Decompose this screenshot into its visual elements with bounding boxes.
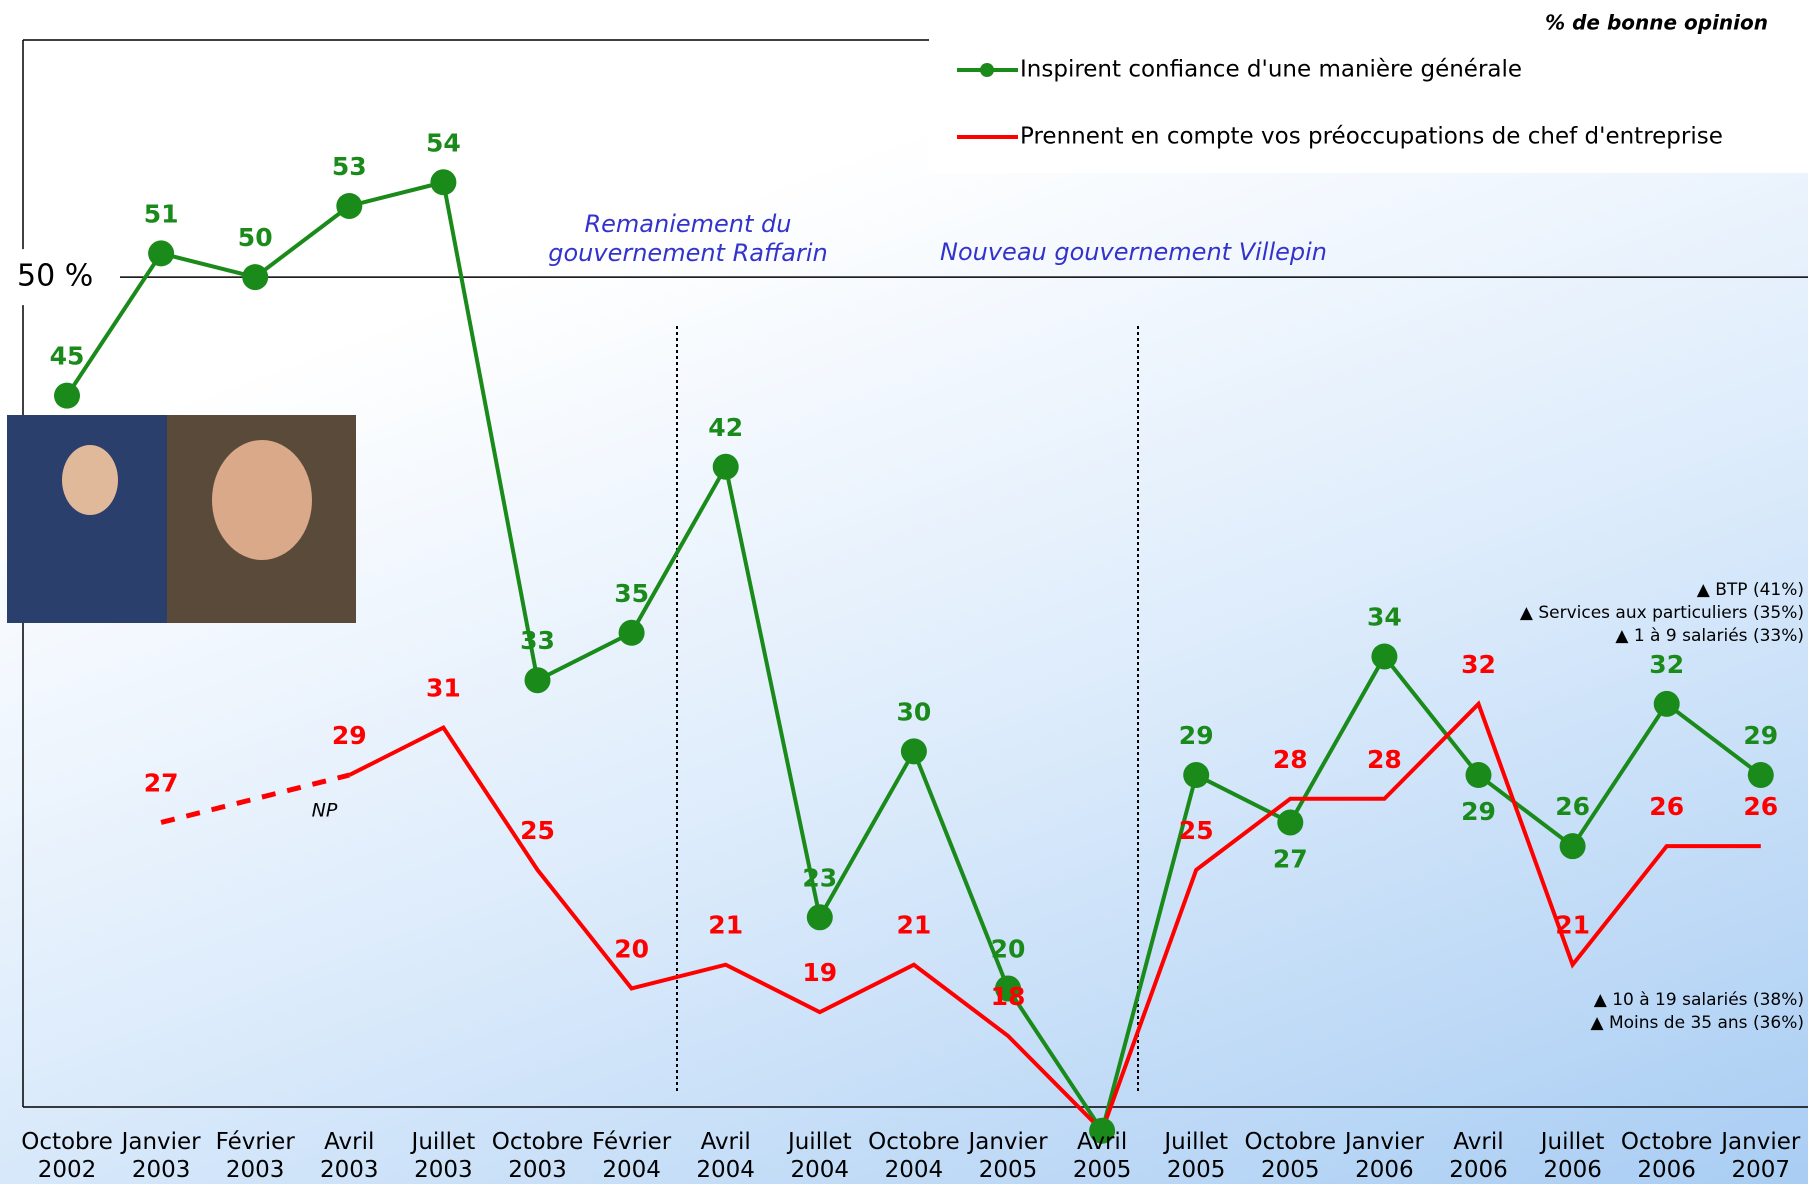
- point: [618, 619, 645, 646]
- x-tick-label: Octobre 2003: [491, 1129, 584, 1183]
- data-label: 18: [991, 982, 1026, 1011]
- x-tick-label: Avril 2004: [696, 1129, 755, 1183]
- x-tick-label: Avril 2006: [1449, 1129, 1508, 1183]
- note: ▲ 10 à 19 salariés (38%): [1593, 990, 1804, 1010]
- point: [1277, 809, 1304, 836]
- annotation: Remaniement du gouvernement Raffarin: [548, 210, 828, 267]
- x-tick-label: Juillet 2004: [787, 1129, 852, 1183]
- data-label: 29: [1179, 721, 1214, 750]
- legend-label: Prennent en compte vos préoccupations de…: [1020, 124, 1723, 150]
- gap-connector: [160, 772, 350, 825]
- x-tick-label: Juillet 2003: [411, 1129, 476, 1183]
- data-label: 30: [897, 697, 932, 726]
- data-label: 33: [520, 626, 555, 655]
- data-label: 23: [802, 863, 837, 892]
- unit-note: % de bonne opinion: [1545, 11, 1768, 35]
- annotation: Nouveau gouvernement Villepin: [940, 238, 1327, 266]
- data-label: 28: [1273, 745, 1308, 774]
- photo-face: [212, 440, 312, 560]
- data-label: 35: [614, 579, 649, 608]
- point: [430, 169, 457, 196]
- data-label: 19: [802, 958, 837, 987]
- series-line: [348, 700, 1761, 1135]
- legend-marker: [980, 63, 994, 77]
- data-label: 42: [708, 413, 743, 442]
- data-label: 26: [1743, 792, 1778, 821]
- data-label: 21: [708, 911, 743, 940]
- data-label: 27: [1273, 844, 1308, 873]
- x-tick-label: Janvier 2003: [121, 1129, 201, 1183]
- x-tick-label: Octobre 2006: [1620, 1129, 1713, 1183]
- data-label: 45: [50, 342, 85, 371]
- gap-label: NP: [312, 800, 338, 822]
- note: ▲ 1 à 9 salariés (33%): [1615, 626, 1804, 646]
- point: [1089, 1117, 1116, 1144]
- photo-face: [62, 445, 118, 515]
- data-label: 32: [1461, 650, 1496, 679]
- point: [712, 453, 739, 480]
- data-label: 27: [144, 768, 179, 797]
- x-tick-label: Octobre 2002: [21, 1129, 113, 1183]
- x-tick-label: Juillet 2006: [1540, 1129, 1605, 1183]
- point: [1465, 762, 1492, 789]
- data-label: 21: [897, 911, 932, 940]
- point: [995, 975, 1021, 1002]
- x-tick-label: Avril 2003: [320, 1129, 379, 1183]
- data-label: 54: [426, 128, 461, 157]
- x-tick-label: Janvier 2005: [968, 1129, 1048, 1183]
- data-label: 29: [1743, 721, 1778, 750]
- point: [148, 240, 175, 267]
- data-label: 26: [1555, 792, 1590, 821]
- point: [900, 738, 927, 765]
- x-tick-label: Avril 2005: [1072, 1129, 1132, 1183]
- data-label: 34: [1367, 602, 1402, 631]
- data-label: 26: [1649, 792, 1684, 821]
- series-line: [65, 179, 1763, 1136]
- data-label: 31: [426, 674, 461, 703]
- data-label: 50: [238, 223, 273, 252]
- reference-label-bg: [0, 249, 120, 306]
- x-tick-label: Janvier 2006: [1344, 1129, 1424, 1183]
- x-tick-label: Octobre 2005: [1244, 1129, 1337, 1183]
- x-tick-label: Février 2004: [592, 1129, 672, 1183]
- point: [54, 382, 80, 409]
- note: ▲ BTP (41%): [1696, 580, 1804, 600]
- point: [806, 904, 833, 931]
- point: [1559, 833, 1586, 860]
- reference-label: 50 %: [17, 259, 93, 294]
- data-label: 51: [144, 199, 179, 228]
- data-label: 53: [332, 152, 367, 181]
- data-label: 25: [520, 816, 555, 845]
- data-label: 20: [991, 934, 1026, 963]
- point: [1747, 762, 1774, 789]
- note: ▲ Moins de 35 ans (36%): [1590, 1013, 1805, 1033]
- point: [1653, 690, 1680, 717]
- point: [1371, 643, 1398, 670]
- data-label: 21: [1555, 911, 1590, 940]
- x-tick-label: Janvier 2007: [1721, 1129, 1801, 1183]
- legend-box: [929, 0, 1808, 173]
- data-label: 29: [1461, 797, 1496, 826]
- data-label: 29: [332, 721, 367, 750]
- x-tick-label: Juillet 2005: [1164, 1129, 1229, 1183]
- data-label: 20: [614, 934, 649, 963]
- photos: [7, 415, 356, 623]
- note: ▲ Services aux particuliers (35%): [1519, 603, 1804, 623]
- data-label: 32: [1649, 650, 1684, 679]
- point: [524, 667, 551, 694]
- x-tick-label: Février 2003: [215, 1129, 295, 1183]
- point: [242, 264, 269, 291]
- data-label: 25: [1179, 816, 1214, 845]
- point: [1183, 762, 1210, 789]
- point: [336, 192, 363, 219]
- legend-label: Inspirent confiance d'une manière généra…: [1020, 57, 1522, 83]
- x-tick-label: Octobre 2004: [868, 1129, 960, 1183]
- data-label: 28: [1367, 745, 1402, 774]
